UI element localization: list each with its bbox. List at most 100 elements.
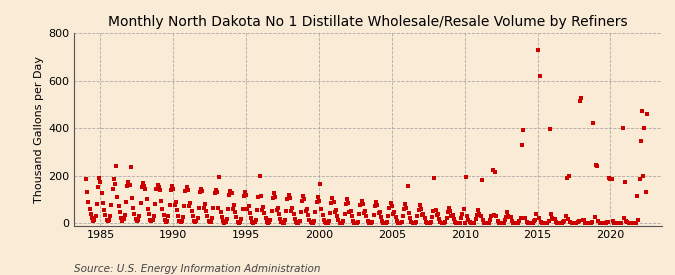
Point — [182, 188, 193, 192]
Point — [135, 201, 146, 205]
Point — [615, 221, 626, 225]
Point — [209, 191, 220, 196]
Point — [147, 218, 158, 222]
Point — [157, 207, 168, 211]
Point — [314, 198, 325, 203]
Point — [142, 207, 153, 211]
Point — [431, 213, 442, 217]
Point — [141, 197, 152, 202]
Point — [452, 221, 463, 225]
Point — [501, 215, 512, 219]
Point — [595, 221, 606, 225]
Point — [88, 219, 99, 223]
Point — [568, 221, 578, 225]
Point — [134, 213, 144, 218]
Point — [112, 195, 123, 199]
Point — [441, 216, 452, 220]
Point — [620, 179, 630, 184]
Point — [192, 216, 203, 220]
Point — [443, 205, 454, 210]
Point — [606, 177, 617, 181]
Point — [586, 221, 597, 225]
Point — [345, 208, 356, 213]
Point — [202, 214, 213, 219]
Point — [629, 221, 640, 225]
Point — [292, 221, 302, 225]
Point — [355, 203, 366, 208]
Point — [348, 219, 358, 223]
Point — [514, 219, 525, 223]
Point — [393, 221, 404, 225]
Point — [150, 202, 161, 206]
Point — [103, 218, 114, 222]
Point — [163, 214, 174, 219]
Point — [525, 221, 536, 225]
Point — [594, 221, 605, 225]
Point — [398, 214, 408, 218]
Point — [402, 184, 413, 188]
Point — [123, 179, 134, 184]
Point — [323, 219, 334, 223]
Point — [429, 176, 440, 180]
Point — [609, 221, 620, 225]
Point — [162, 219, 173, 223]
Point — [562, 176, 572, 180]
Point — [350, 221, 361, 225]
Point — [261, 220, 272, 224]
Point — [413, 208, 424, 212]
Point — [270, 195, 281, 199]
Point — [97, 201, 108, 205]
Point — [267, 208, 277, 213]
Point — [559, 219, 570, 223]
Point — [507, 219, 518, 223]
Point — [583, 221, 594, 225]
Point — [220, 220, 231, 224]
Point — [174, 219, 185, 223]
Point — [439, 221, 450, 225]
Point — [491, 214, 502, 219]
Point — [249, 220, 260, 225]
Point — [503, 214, 514, 218]
Point — [356, 198, 367, 203]
Point — [445, 209, 456, 213]
Point — [349, 221, 360, 225]
Point — [608, 219, 618, 223]
Point — [457, 211, 468, 216]
Point — [168, 186, 179, 191]
Point — [100, 213, 111, 217]
Point — [484, 221, 495, 225]
Point — [430, 208, 441, 212]
Point — [554, 221, 565, 225]
Point — [472, 213, 483, 217]
Point — [247, 220, 258, 224]
Point — [236, 217, 247, 222]
Point — [419, 216, 430, 221]
Point — [127, 196, 138, 200]
Point — [366, 221, 377, 225]
Point — [371, 200, 381, 204]
Point — [319, 218, 329, 222]
Point — [405, 216, 416, 220]
Point — [281, 209, 292, 213]
Point — [176, 219, 187, 223]
Point — [401, 205, 412, 210]
Point — [153, 185, 164, 190]
Point — [224, 192, 235, 197]
Point — [566, 221, 577, 225]
Point — [406, 219, 416, 224]
Point — [83, 200, 94, 204]
Point — [558, 219, 568, 224]
Point — [389, 210, 400, 214]
Point — [322, 221, 333, 225]
Point — [225, 189, 236, 193]
Point — [121, 200, 132, 204]
Point — [146, 219, 157, 224]
Point — [537, 221, 548, 225]
Point — [178, 215, 188, 219]
Point — [414, 203, 425, 208]
Point — [234, 221, 244, 225]
Point — [506, 215, 516, 219]
Point — [290, 220, 301, 224]
Point — [399, 207, 410, 211]
Point — [308, 219, 319, 223]
